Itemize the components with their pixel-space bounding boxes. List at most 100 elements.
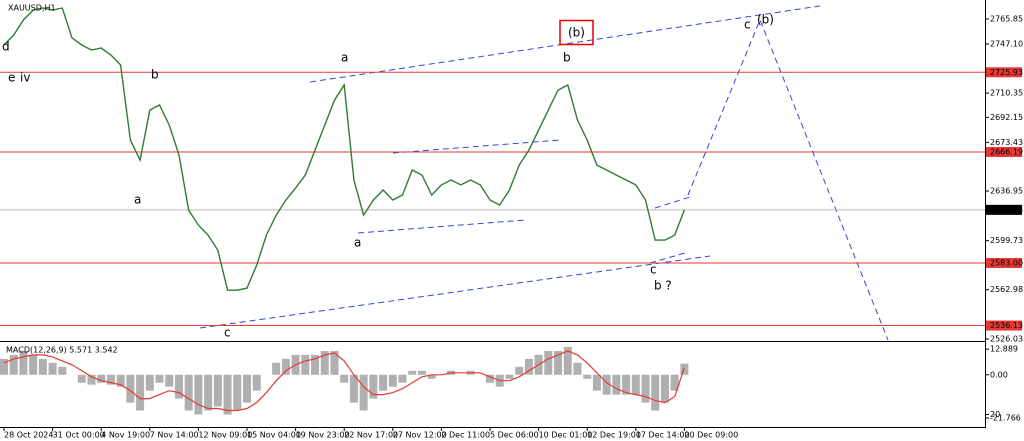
wave-label: b	[151, 68, 159, 82]
last-price-label: 2622.83	[990, 205, 1023, 214]
x-tick-label: 31 Oct 00:00	[53, 431, 105, 440]
x-tick-label: 19 Nov 23:00	[296, 431, 350, 440]
wave-label: a	[354, 236, 361, 250]
x-tick-label: 28 Oct 2024	[4, 431, 53, 440]
macd-bar	[77, 374, 86, 383]
x-tick-label: 10 Dec 01:00	[539, 431, 593, 440]
macd-bar	[427, 374, 436, 379]
macd-bar	[573, 362, 582, 375]
x-tick-label: 7 Nov 14:00	[150, 431, 199, 440]
macd-bar	[174, 374, 183, 399]
macd-bar	[243, 374, 251, 403]
macd-bar	[223, 374, 232, 415]
small-channel-bottom	[649, 252, 686, 264]
y-tick-label: 20	[990, 410, 1000, 419]
inner-channel-top	[392, 139, 561, 154]
macd-bar	[252, 374, 261, 391]
macd-bar	[116, 374, 125, 387]
x-tick-label: 22 Nov 17:00	[344, 431, 398, 440]
inner-channel-bottom	[357, 219, 526, 234]
x-tick-label: 17 Dec 14:00	[636, 431, 690, 440]
macd-bar	[398, 374, 407, 383]
macd-bar	[641, 374, 650, 403]
macd-bar	[9, 354, 18, 375]
x-tick-label: 20 Dec 09:00	[684, 431, 738, 440]
wave-label: e	[8, 71, 15, 85]
macd-bar	[0, 358, 8, 375]
wave-label: d	[2, 40, 10, 54]
macd-bar	[660, 374, 669, 403]
macd-bar	[281, 358, 290, 375]
macd-bar	[136, 374, 145, 411]
macd-bar	[554, 350, 563, 375]
macd-bar	[165, 374, 174, 387]
macd-bar	[631, 374, 640, 395]
macd-bar	[87, 374, 96, 385]
y-tick-label: -21.766	[990, 413, 1021, 422]
y-tick-label: 2673.43	[990, 138, 1023, 147]
wave-label: c	[650, 263, 657, 277]
x-tick-label: 12 Dec 19:00	[587, 431, 641, 440]
level-label: 2583.00	[990, 259, 1023, 268]
macd-bar	[213, 374, 222, 407]
small-channel-top	[654, 196, 691, 209]
y-tick-label: 2562.98	[990, 285, 1023, 294]
level-box	[986, 67, 1022, 78]
x-tick-label: 5 Dec 06:00	[490, 431, 539, 440]
macd-bar	[622, 374, 631, 395]
y-tick-label: 0.00	[990, 370, 1008, 379]
macd-bar	[311, 354, 320, 375]
y-tick-label: 2636.95	[990, 187, 1023, 196]
macd-bar	[359, 374, 368, 411]
macd-bar	[408, 370, 417, 375]
macd-bar	[29, 354, 38, 375]
x-tick-label: 27 Nov 12:00	[393, 431, 447, 440]
x-tick-label: 2 Dec 11:00	[441, 431, 490, 440]
wave-label: iv	[20, 71, 30, 85]
macd-bar	[184, 374, 193, 411]
plot-layer: 2765.85 2747.10 2710.35 2692.15 2673.43 2636.…	[0, 7, 1023, 440]
macd-bar	[563, 346, 572, 375]
macd-bar	[583, 374, 592, 379]
macd-bar	[320, 350, 329, 375]
level-box	[986, 320, 1022, 331]
signal-line	[3, 350, 685, 412]
macd-bar	[349, 374, 358, 403]
macd-bar	[651, 374, 660, 411]
upper-channel	[309, 5, 821, 83]
wave-label: c	[224, 326, 231, 340]
macd-bar	[388, 374, 397, 387]
macd-bar	[505, 374, 514, 379]
macd-bar	[544, 350, 553, 375]
macd-bar	[272, 362, 281, 375]
wave-label: (b)	[757, 13, 774, 27]
macd-bar	[106, 374, 115, 385]
y-tick-label: 2526.03	[990, 335, 1023, 344]
last-price-box	[986, 204, 1022, 215]
macd-bar	[369, 374, 378, 399]
wave-label: b	[563, 51, 571, 65]
lower-channel	[199, 255, 711, 329]
macd-bar	[670, 374, 679, 391]
level-label: 2666.19	[990, 147, 1023, 156]
y-tick-label: 2710.35	[990, 89, 1023, 98]
macd-bar	[126, 374, 135, 403]
level-label: 2536.13	[990, 321, 1023, 330]
symbol-label: XAUUSD,H1	[8, 4, 56, 13]
macd-bar	[379, 374, 388, 391]
macd-bar	[515, 366, 524, 375]
wave-label: (b)	[568, 26, 585, 40]
x-tick-label: 15 Nov 04:00	[247, 431, 301, 440]
macd-bar	[97, 374, 106, 383]
y-tick-label: 2599.73	[990, 236, 1023, 245]
level-label: 2725.93	[990, 68, 1023, 77]
y-tick-label: 2747.10	[990, 40, 1023, 49]
macd-bar	[233, 374, 242, 411]
wave-label: b ?	[654, 279, 672, 293]
macd-bar	[330, 350, 339, 375]
projection	[687, 18, 889, 341]
channel-lines	[199, 5, 889, 341]
y-tick-label: 2692.15	[990, 113, 1023, 122]
wave-label: c	[744, 18, 751, 32]
